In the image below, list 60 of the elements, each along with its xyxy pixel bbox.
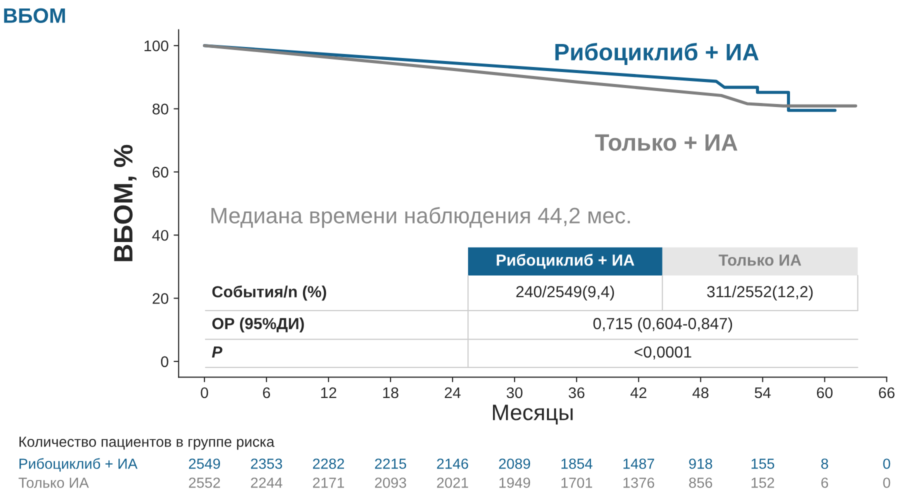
series-label: Рибоциклиб + ИА xyxy=(555,42,759,65)
y-tick-label: 80 xyxy=(152,104,168,114)
annotation: 311/2552(12,2) xyxy=(707,286,813,300)
x-tick-label: 48 xyxy=(692,387,708,398)
annotation: ОР (95%ДИ) xyxy=(212,318,304,332)
text: 2021 xyxy=(437,478,468,488)
annotation: События/n (%) xyxy=(212,286,326,301)
text: 1949 xyxy=(499,478,530,488)
text: 1487 xyxy=(624,458,654,469)
annotation: Только ИА xyxy=(718,254,802,266)
y-axis-title: ВБОМ, % xyxy=(114,144,136,262)
annotation: <0,0001 xyxy=(634,346,692,360)
x-tick-label: 6 xyxy=(263,387,270,398)
text: 1854 xyxy=(561,458,592,469)
text: 2215 xyxy=(375,458,406,469)
text: 1701 xyxy=(561,478,592,488)
text: 8 xyxy=(821,458,828,469)
y-tick-label: 0 xyxy=(161,356,168,368)
text: 2244 xyxy=(250,478,282,488)
x-tick-label: 30 xyxy=(506,387,522,398)
series-label: Только + ИА xyxy=(595,134,738,151)
text: 155 xyxy=(752,458,774,469)
text: 2353 xyxy=(250,458,282,469)
x-tick-label: 36 xyxy=(568,387,584,398)
x-tick-label: 42 xyxy=(630,387,646,398)
text: 1376 xyxy=(624,478,654,488)
text: 6 xyxy=(821,478,828,488)
y-tick-label: 20 xyxy=(152,293,168,304)
text: 2171 xyxy=(313,478,344,488)
text: 2552 xyxy=(188,478,220,488)
text: 2093 xyxy=(375,478,406,488)
text: 0 xyxy=(883,458,890,469)
text: 2089 xyxy=(499,458,530,469)
y-tick-label: 40 xyxy=(152,230,168,241)
x-axis-title: Месяцы xyxy=(492,404,573,424)
annotation: Медиана времени наблюдения 44,2 мес. xyxy=(211,206,630,228)
text: 918 xyxy=(689,458,712,469)
x-tick-label: 66 xyxy=(878,387,895,398)
text: 2282 xyxy=(313,458,344,469)
x-tick-label: 54 xyxy=(754,388,771,398)
text: Рибоциклиб + ИА xyxy=(20,458,138,472)
annotation: 0,715 (0,604-0,847) xyxy=(593,318,732,332)
x-tick-label: 60 xyxy=(816,387,833,398)
text: 2146 xyxy=(437,458,468,469)
chart-title: ВБОМ xyxy=(4,8,65,23)
x-tick-label: 0 xyxy=(200,387,208,398)
text: 152 xyxy=(752,478,774,488)
annotation: P xyxy=(212,346,222,358)
y-tick-label: 60 xyxy=(152,166,168,178)
text: 0 xyxy=(883,478,890,488)
text: 856 xyxy=(689,478,712,488)
text: Количество пациентов в группе риска xyxy=(20,436,274,450)
text: Только ИА xyxy=(18,478,89,488)
x-tick-label: 18 xyxy=(383,387,398,398)
y-tick-label: 100 xyxy=(144,40,168,52)
x-tick-label: 12 xyxy=(321,387,336,398)
x-tick-label: 24 xyxy=(444,387,461,398)
annotation: 240/2549(9,4) xyxy=(516,286,614,300)
text: 2549 xyxy=(188,458,220,469)
annotation: Рибоциклиб + ИА xyxy=(496,254,634,269)
